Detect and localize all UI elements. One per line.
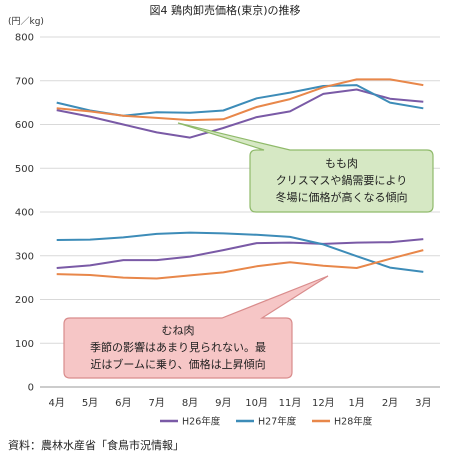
x-tick-6: 9月 — [215, 397, 231, 409]
y-tick-700: 700 — [15, 76, 34, 87]
callout-mune-line-0: むね肉 — [162, 324, 195, 337]
legend-label-H28年度: H28年度 — [334, 416, 373, 428]
y-tick-500: 500 — [15, 164, 34, 175]
callout-momo-line-2: 冬場に価格が高くなる傾向 — [276, 190, 408, 204]
y-tick-600: 600 — [15, 120, 34, 131]
x-tick-8: 11月 — [279, 397, 302, 409]
x-tick-4: 7月 — [148, 397, 164, 409]
y-unit-label: (円／kg) — [8, 16, 44, 27]
x-tick-12: 3月 — [415, 397, 431, 409]
x-tick-9: 12月 — [312, 397, 335, 409]
callout-momo-line-0: もも肉 — [325, 157, 358, 170]
y-tick-100: 100 — [15, 339, 34, 350]
legend-label-H26年度: H26年度 — [182, 416, 221, 428]
series-lines — [56, 78, 424, 280]
y-tick-labels: 0 100 200 300 400 500 600 700 800 — [15, 33, 34, 394]
source-note: 資料：農林水産省「食鳥市況情報」 — [8, 438, 184, 452]
callout-mune-line-2: 近はブームに乗り、価格は上昇傾向 — [90, 357, 265, 371]
callout-mune-box — [63, 275, 329, 379]
x-tick-7: 10月 — [245, 397, 268, 409]
x-tick-10: 1月 — [348, 397, 364, 409]
y-tick-0: 0 — [28, 383, 34, 394]
series-line-mune-H28年度 — [56, 249, 424, 280]
legend: H26年度 H27年度 H28年度 — [160, 416, 373, 428]
legend-label-H27年度: H27年度 — [258, 416, 297, 428]
x-tick-3: 6月 — [115, 397, 131, 409]
callout-momo-line-1: クリスマスや鍋需要により — [276, 173, 407, 187]
series-line-momo-H26年度 — [56, 88, 424, 139]
x-tick-11: 2月 — [382, 397, 398, 409]
x-tick-1: 4月 — [48, 397, 64, 409]
annotations: もも肉クリスマスや鍋需要により冬場に価格が高くなる傾向むね肉季節の影響はあまり見… — [63, 122, 434, 379]
chart-title: 図4 鶏肉卸売価格(東京)の推移 — [149, 3, 300, 17]
x-tick-5: 8月 — [182, 397, 198, 409]
series-line-momo-H27年度 — [56, 84, 424, 117]
x-tick-labels: 4月 5月 6月 7月 8月 9月 10月 11月 12月 1月 2月 3月 — [48, 397, 431, 409]
y-tick-300: 300 — [15, 251, 34, 262]
series-line-mune-H26年度 — [56, 238, 424, 269]
y-tick-400: 400 — [15, 208, 34, 219]
series-line-momo-H28年度 — [56, 78, 424, 122]
y-tick-200: 200 — [15, 295, 34, 306]
callout-momo-box — [177, 122, 434, 213]
y-tick-800: 800 — [15, 33, 34, 44]
series-line-mune-H27年度 — [56, 231, 424, 273]
x-tick-2: 5月 — [82, 397, 98, 409]
callout-mune-line-1: 季節の影響はあまり見られない。最 — [90, 340, 266, 354]
